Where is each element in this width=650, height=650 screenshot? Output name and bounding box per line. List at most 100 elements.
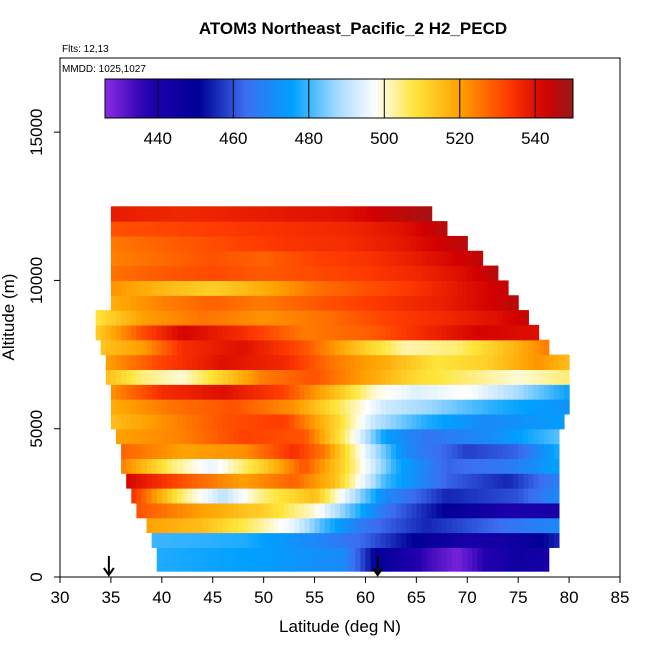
heatmap-cell — [457, 384, 463, 400]
heatmap-cell — [258, 443, 265, 459]
heatmap-cell — [222, 295, 229, 311]
heatmap-cell — [345, 399, 351, 415]
heatmap-cell — [340, 384, 346, 400]
heatmap-cell — [492, 413, 499, 430]
heatmap-cell — [370, 339, 377, 356]
heatmap-cell — [146, 265, 153, 282]
heatmap-cell — [182, 458, 188, 474]
heatmap-cell — [177, 324, 183, 341]
heatmap-cell — [151, 488, 158, 504]
heatmap-cell — [360, 473, 367, 489]
heatmap-cell — [385, 413, 392, 430]
heatmap-cell — [345, 369, 351, 385]
heatmap-cell — [253, 354, 260, 370]
heatmap-cell — [462, 517, 468, 534]
heatmap-cell — [146, 488, 153, 504]
heatmap-cell — [258, 428, 265, 445]
heatmap-cell — [355, 250, 361, 267]
heatmap-cell — [299, 280, 305, 296]
heatmap-cell — [136, 295, 143, 311]
heatmap-cell — [253, 458, 260, 474]
heatmap-cell — [233, 532, 239, 548]
heatmap-cell — [187, 221, 193, 237]
heatmap-cell — [182, 384, 188, 400]
heatmap-cell — [523, 384, 529, 400]
heatmap-cell — [350, 384, 356, 400]
heatmap-cell — [502, 458, 509, 474]
x-tick-label: 50 — [254, 588, 273, 607]
heatmap-cell — [136, 310, 143, 326]
heatmap-cell — [294, 324, 300, 341]
heatmap-cell — [508, 473, 514, 489]
heatmap-cell — [177, 384, 183, 400]
heatmap-cell — [263, 324, 270, 341]
heatmap-cell — [116, 384, 122, 400]
heatmap-cell — [467, 458, 473, 474]
heatmap-cell — [380, 354, 387, 370]
heatmap-cell — [182, 369, 188, 385]
heatmap-cell — [345, 488, 351, 504]
heatmap-cell — [212, 488, 219, 504]
heatmap-cell — [233, 443, 239, 459]
heatmap-cell — [151, 206, 158, 222]
heatmap-cell — [426, 443, 433, 459]
heatmap-cell — [273, 413, 280, 430]
heatmap-cell — [502, 413, 509, 430]
heatmap-cell — [126, 458, 132, 474]
heatmap-cell — [472, 547, 479, 572]
heatmap-cell — [116, 280, 122, 296]
heatmap-cell — [156, 235, 163, 252]
heatmap-cell — [406, 369, 412, 385]
heatmap-cell — [110, 265, 117, 282]
heatmap-cell — [538, 428, 545, 445]
heatmap-cell — [396, 221, 402, 237]
heatmap-cell — [314, 502, 321, 519]
heatmap-cell — [360, 443, 367, 459]
heatmap-cell — [222, 517, 229, 534]
heatmap-cell — [390, 310, 397, 326]
heatmap-cell — [126, 324, 132, 341]
heatmap-cell — [141, 295, 148, 311]
heatmap-cell — [131, 324, 137, 341]
heatmap-cell — [385, 517, 392, 534]
heatmap-cell — [166, 339, 173, 356]
heatmap-cell — [141, 339, 148, 356]
heatmap-cell — [121, 428, 127, 445]
heatmap-cell — [116, 310, 122, 326]
heatmap-cell — [365, 324, 372, 341]
heatmap-cell — [156, 428, 163, 445]
heatmap-cell — [294, 428, 300, 445]
heatmap-cell — [518, 428, 524, 445]
heatmap-cell — [396, 280, 402, 296]
heatmap-cell — [350, 235, 356, 252]
heatmap-cell — [370, 354, 377, 370]
heatmap-cell — [212, 473, 219, 489]
heatmap-cell — [345, 384, 351, 400]
heatmap-cell — [294, 488, 300, 504]
heatmap-cell — [166, 235, 173, 252]
heatmap-cell — [421, 354, 428, 370]
heatmap-cell — [268, 384, 275, 400]
heatmap-cell — [406, 384, 412, 400]
heatmap-cell — [467, 324, 473, 341]
heatmap-cell — [187, 310, 193, 326]
heatmap-cell — [156, 265, 163, 282]
heatmap-cell — [289, 532, 295, 548]
heatmap-cell — [431, 413, 438, 430]
heatmap-cell — [126, 265, 132, 282]
heatmap-cell — [268, 517, 275, 534]
heatmap-cell — [350, 250, 356, 267]
heatmap-cell — [202, 310, 209, 326]
heatmap-cell — [273, 354, 280, 370]
flights-label: Flts: 12,13 — [62, 44, 109, 55]
heatmap-cell — [462, 265, 468, 282]
heatmap-cell — [548, 399, 555, 415]
heatmap-cell — [126, 280, 132, 296]
heatmap-cell — [533, 384, 540, 400]
heatmap-cell — [309, 502, 316, 519]
heatmap-cell — [411, 295, 417, 311]
heatmap-cell — [289, 369, 295, 385]
heatmap-cell — [431, 250, 438, 267]
heatmap-cell — [385, 532, 392, 548]
heatmap-cell — [472, 443, 479, 459]
